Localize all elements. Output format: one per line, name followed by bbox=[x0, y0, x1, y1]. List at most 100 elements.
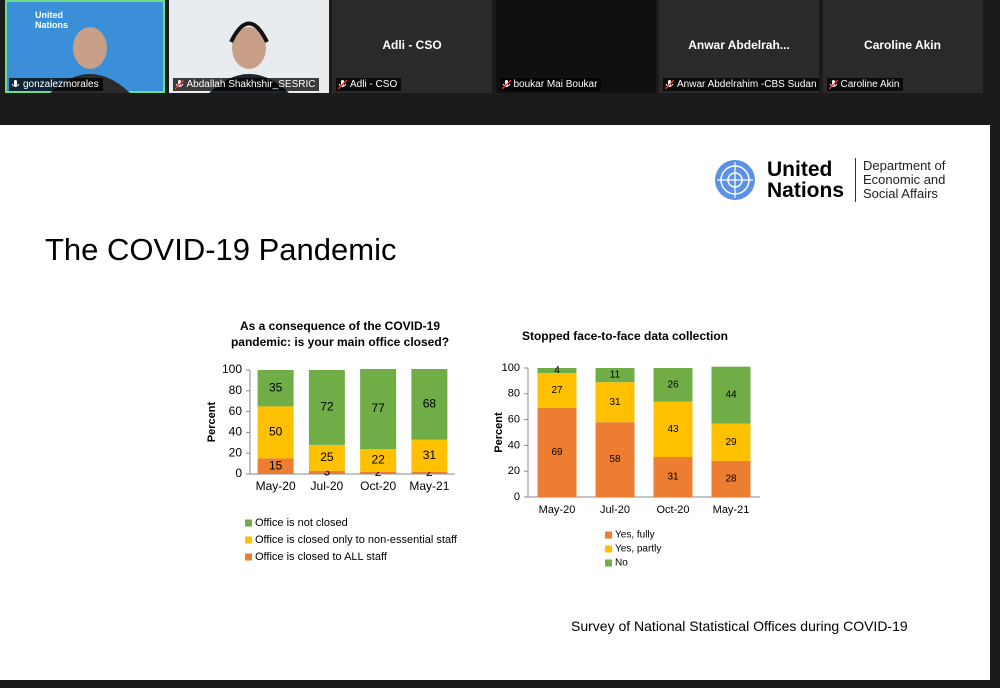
tile-logo: United Nations bbox=[35, 10, 69, 30]
bar-segment bbox=[308, 444, 345, 471]
tile-name: Caroline Akin bbox=[864, 38, 941, 52]
bar-segment bbox=[257, 370, 294, 407]
muted-icon bbox=[338, 80, 347, 90]
data-label: 22 bbox=[371, 453, 385, 467]
x-tick-label: May-21 bbox=[713, 504, 750, 516]
participant-tile[interactable]: United Nations gonzalezmorales bbox=[5, 0, 165, 93]
tile-label: Adli - CSO bbox=[336, 78, 402, 91]
bar-segment bbox=[653, 457, 693, 497]
tile-label: gonzalezmorales bbox=[9, 78, 103, 91]
bar-segment bbox=[257, 458, 294, 474]
muted-icon bbox=[174, 80, 184, 90]
y-tick-label: 60 bbox=[229, 404, 243, 418]
x-tick-label: May-21 bbox=[409, 479, 449, 493]
x-tick-label: Oct-20 bbox=[360, 479, 396, 493]
chart-title: As a consequence of the COVID-19 pandemi… bbox=[230, 319, 450, 349]
legend-swatch bbox=[245, 553, 252, 561]
y-tick-label: 20 bbox=[508, 465, 520, 477]
bar-segment bbox=[595, 382, 635, 423]
legend-swatch bbox=[605, 531, 612, 539]
bar-segment bbox=[711, 366, 751, 424]
logo-name: United Nations bbox=[767, 158, 845, 202]
logo-divider bbox=[855, 158, 856, 202]
x-tick-label: Oct-20 bbox=[656, 504, 689, 516]
data-label: 69 bbox=[551, 447, 563, 458]
data-label: 2 bbox=[375, 465, 382, 479]
bar-segment bbox=[537, 368, 577, 374]
legend-swatch bbox=[245, 519, 252, 527]
shared-slide: United Nations Department of Economic an… bbox=[0, 125, 990, 680]
y-tick-label: 80 bbox=[229, 383, 243, 397]
bar-segment bbox=[711, 460, 751, 497]
un-emblem bbox=[715, 160, 755, 200]
legend-label: Office is closed to ALL staff bbox=[255, 551, 388, 563]
data-label: 58 bbox=[609, 454, 621, 465]
slide-footer: Survey of National Statistical Offices d… bbox=[571, 618, 908, 634]
y-tick-label: 0 bbox=[514, 491, 520, 503]
x-tick-label: May-20 bbox=[256, 479, 296, 493]
y-tick-label: 40 bbox=[508, 439, 520, 451]
data-label: 26 bbox=[667, 379, 679, 390]
bar-segment bbox=[537, 373, 577, 408]
x-tick-label: Jul-20 bbox=[311, 479, 344, 493]
y-tick-label: 40 bbox=[229, 425, 243, 439]
department: Department of Economic and Social Affair… bbox=[863, 158, 946, 201]
bar-segment bbox=[537, 407, 577, 497]
x-tick-label: May-20 bbox=[539, 504, 576, 516]
speaking-icon bbox=[11, 80, 20, 87]
bar-segment bbox=[411, 471, 448, 474]
data-label: 4 bbox=[554, 365, 560, 376]
legend-swatch bbox=[605, 559, 612, 567]
bar-segment bbox=[411, 439, 448, 472]
legend-label: Office is not closed bbox=[255, 517, 348, 529]
bar-segment bbox=[653, 368, 693, 402]
legend-label: No bbox=[615, 558, 628, 569]
y-tick-label: 100 bbox=[222, 362, 242, 376]
bar-segment bbox=[595, 368, 635, 383]
data-label: 3 bbox=[324, 465, 331, 479]
participant-tile[interactable]: Abdallah Shakhshir_SESRIC bbox=[168, 0, 329, 93]
participant-tile[interactable]: Adli - CSO Adli - CSO bbox=[332, 0, 492, 93]
y-axis-label: Percent bbox=[206, 401, 218, 442]
y-tick-label: 100 bbox=[502, 362, 520, 374]
data-label: 43 bbox=[667, 424, 679, 435]
legend-swatch bbox=[245, 536, 252, 544]
bar-segment bbox=[360, 449, 397, 472]
participant-tile[interactable]: boukar Mai Boukar bbox=[495, 0, 656, 93]
participant-tile[interactable]: Caroline Akin Caroline Akin bbox=[822, 0, 983, 93]
data-label: 31 bbox=[423, 448, 437, 462]
muted-icon bbox=[828, 80, 838, 90]
bar-segment bbox=[653, 401, 693, 458]
data-label: 27 bbox=[551, 385, 563, 396]
bar-segment bbox=[308, 470, 345, 474]
tile-label: boukar Mai Boukar bbox=[499, 78, 602, 91]
y-tick-label: 80 bbox=[508, 388, 520, 400]
data-label: 44 bbox=[725, 390, 737, 401]
data-label: 72 bbox=[320, 400, 334, 414]
data-label: 28 bbox=[725, 474, 737, 485]
bar-segment bbox=[308, 370, 345, 445]
y-tick-label: 60 bbox=[508, 414, 520, 426]
participant-tile[interactable]: Anwar Abdelrah... Anwar Abdelrahim -CBS S… bbox=[659, 0, 819, 93]
bar-segment bbox=[360, 368, 397, 450]
tile-label: Caroline Akin bbox=[826, 78, 904, 91]
data-label: 31 bbox=[667, 472, 679, 483]
muted-icon bbox=[665, 80, 674, 90]
bar-segment bbox=[711, 423, 751, 461]
bar-segment bbox=[411, 368, 448, 440]
data-label: 15 bbox=[269, 458, 283, 472]
x-tick-label: Jul-20 bbox=[600, 504, 630, 516]
y-tick-label: 20 bbox=[229, 445, 243, 459]
data-label: 2 bbox=[426, 465, 433, 479]
data-label: 25 bbox=[320, 450, 334, 464]
data-label: 77 bbox=[371, 401, 385, 415]
legend-label: Yes, partly bbox=[615, 544, 661, 555]
legend-label: Office is closed only to non-essential s… bbox=[255, 534, 458, 546]
slide-title: The COVID-19 Pandemic bbox=[45, 232, 397, 267]
y-tick-label: 0 bbox=[235, 466, 242, 480]
data-label: 31 bbox=[609, 397, 621, 408]
muted-icon bbox=[501, 80, 511, 90]
chart-title: Stopped face-to-face data collection bbox=[521, 329, 729, 343]
tile-label: Anwar Abdelrahim -CBS Sudan bbox=[663, 78, 819, 91]
